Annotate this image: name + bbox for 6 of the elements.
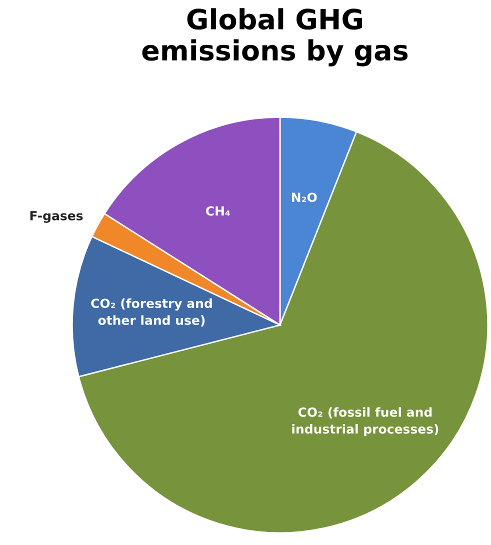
slice-label: CO₂ (forestry and other land use) bbox=[91, 298, 212, 326]
chart-title: Global GHG emissions by gas bbox=[142, 8, 408, 66]
slice-label: N₂O bbox=[292, 192, 317, 202]
slice-label: F-gases bbox=[30, 211, 83, 223]
slice-label: CO₂ (fossil fuel and industrial processes) bbox=[292, 407, 438, 436]
slice-label: CH₄ bbox=[206, 206, 230, 216]
